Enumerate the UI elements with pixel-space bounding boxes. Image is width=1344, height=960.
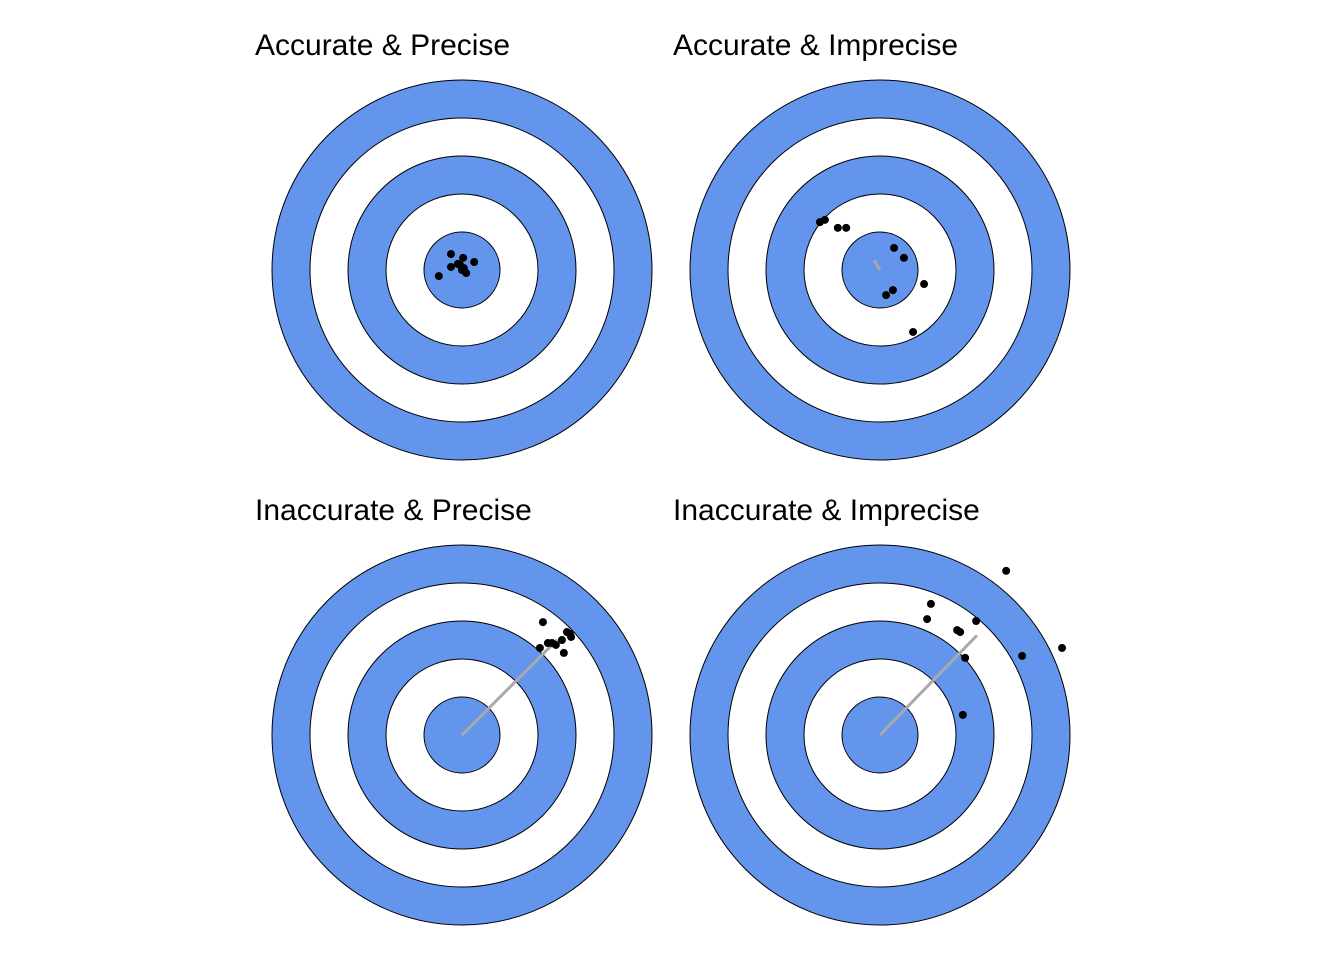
point (470, 258, 479, 267)
point (956, 628, 965, 637)
point (890, 243, 899, 252)
point (565, 629, 574, 638)
point (923, 615, 932, 624)
panel-title: Inaccurate & Imprecise (673, 494, 980, 527)
bias-line (460, 638, 559, 737)
point (833, 223, 842, 232)
point (551, 640, 560, 649)
point (958, 710, 967, 719)
bias-line (873, 259, 882, 271)
point (920, 280, 929, 289)
point (899, 253, 908, 262)
point (559, 648, 568, 657)
point (888, 286, 897, 295)
point (909, 327, 918, 336)
point (1002, 566, 1011, 575)
point (1058, 643, 1067, 652)
point (434, 272, 443, 281)
panel-title: Inaccurate & Precise (255, 494, 532, 527)
point (842, 223, 851, 232)
panel-title: Accurate & Precise (255, 29, 510, 62)
bias-line (878, 634, 979, 737)
point (557, 636, 566, 644)
point (446, 262, 455, 271)
point (446, 250, 455, 259)
point (961, 653, 970, 662)
panel-title: Accurate & Imprecise (673, 29, 958, 62)
point (456, 261, 465, 270)
point (926, 599, 935, 608)
point (538, 618, 547, 627)
point (459, 253, 468, 262)
point (535, 643, 544, 652)
point (972, 617, 981, 625)
point (1018, 651, 1027, 660)
point (882, 291, 891, 300)
point (820, 215, 829, 224)
